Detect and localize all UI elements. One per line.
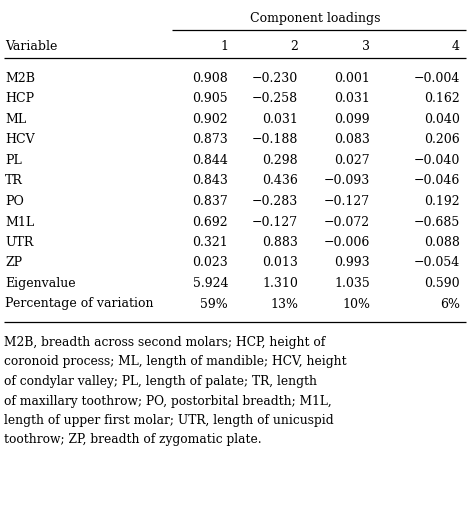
Text: −0.093: −0.093	[324, 174, 370, 188]
Text: 0.883: 0.883	[262, 236, 298, 249]
Text: −0.004: −0.004	[414, 72, 460, 85]
Text: 0.692: 0.692	[192, 216, 228, 228]
Text: −0.230: −0.230	[252, 72, 298, 85]
Text: −0.054: −0.054	[414, 257, 460, 269]
Text: Percentage of variation: Percentage of variation	[5, 297, 154, 311]
Text: 0.206: 0.206	[424, 133, 460, 147]
Text: 13%: 13%	[270, 297, 298, 311]
Text: 0.843: 0.843	[192, 174, 228, 188]
Text: −0.040: −0.040	[414, 154, 460, 167]
Text: −0.006: −0.006	[324, 236, 370, 249]
Text: 0.040: 0.040	[424, 113, 460, 126]
Text: 0.905: 0.905	[192, 92, 228, 105]
Text: length of upper first molar; UTR, length of unicuspid: length of upper first molar; UTR, length…	[4, 414, 334, 427]
Text: ZP: ZP	[5, 257, 22, 269]
Text: of condylar valley; PL, length of palate; TR, length: of condylar valley; PL, length of palate…	[4, 375, 317, 388]
Text: HCP: HCP	[5, 92, 34, 105]
Text: 6%: 6%	[440, 297, 460, 311]
Text: of maxillary toothrow; PO, postorbital breadth; M1L,: of maxillary toothrow; PO, postorbital b…	[4, 394, 332, 407]
Text: 0.023: 0.023	[192, 257, 228, 269]
Text: M2B, breadth across second molars; HCP, height of: M2B, breadth across second molars; HCP, …	[4, 336, 325, 349]
Text: M2B: M2B	[5, 72, 35, 85]
Text: M1L: M1L	[5, 216, 34, 228]
Text: 0.873: 0.873	[192, 133, 228, 147]
Text: 0.321: 0.321	[192, 236, 228, 249]
Text: 0.013: 0.013	[262, 257, 298, 269]
Text: 0.844: 0.844	[192, 154, 228, 167]
Text: 0.192: 0.192	[424, 195, 460, 208]
Text: 1.035: 1.035	[334, 277, 370, 290]
Text: 59%: 59%	[200, 297, 228, 311]
Text: 0.083: 0.083	[334, 133, 370, 147]
Text: Variable: Variable	[5, 40, 57, 53]
Text: 10%: 10%	[342, 297, 370, 311]
Text: 5.924: 5.924	[192, 277, 228, 290]
Text: 0.902: 0.902	[192, 113, 228, 126]
Text: 1: 1	[220, 40, 228, 53]
Text: 0.027: 0.027	[334, 154, 370, 167]
Text: 0.837: 0.837	[192, 195, 228, 208]
Text: Component loadings: Component loadings	[250, 12, 380, 25]
Text: HCV: HCV	[5, 133, 35, 147]
Text: −0.127: −0.127	[324, 195, 370, 208]
Text: −0.258: −0.258	[252, 92, 298, 105]
Text: −0.283: −0.283	[252, 195, 298, 208]
Text: −0.685: −0.685	[414, 216, 460, 228]
Text: 0.908: 0.908	[192, 72, 228, 85]
Text: 0.001: 0.001	[334, 72, 370, 85]
Text: 0.031: 0.031	[262, 113, 298, 126]
Text: toothrow; ZP, breadth of zygomatic plate.: toothrow; ZP, breadth of zygomatic plate…	[4, 433, 262, 447]
Text: 3: 3	[362, 40, 370, 53]
Text: −0.072: −0.072	[324, 216, 370, 228]
Text: UTR: UTR	[5, 236, 33, 249]
Text: 0.298: 0.298	[263, 154, 298, 167]
Text: 0.088: 0.088	[424, 236, 460, 249]
Text: 4: 4	[452, 40, 460, 53]
Text: −0.127: −0.127	[252, 216, 298, 228]
Text: PL: PL	[5, 154, 22, 167]
Text: 0.993: 0.993	[334, 257, 370, 269]
Text: 2: 2	[290, 40, 298, 53]
Text: 0.162: 0.162	[424, 92, 460, 105]
Text: −0.046: −0.046	[414, 174, 460, 188]
Text: coronoid process; ML, length of mandible; HCV, height: coronoid process; ML, length of mandible…	[4, 356, 346, 368]
Text: ML: ML	[5, 113, 26, 126]
Text: Eigenvalue: Eigenvalue	[5, 277, 76, 290]
Text: −0.188: −0.188	[252, 133, 298, 147]
Text: 0.590: 0.590	[424, 277, 460, 290]
Text: 0.031: 0.031	[334, 92, 370, 105]
Text: PO: PO	[5, 195, 24, 208]
Text: 0.099: 0.099	[334, 113, 370, 126]
Text: 0.436: 0.436	[262, 174, 298, 188]
Text: TR: TR	[5, 174, 23, 188]
Text: 1.310: 1.310	[262, 277, 298, 290]
